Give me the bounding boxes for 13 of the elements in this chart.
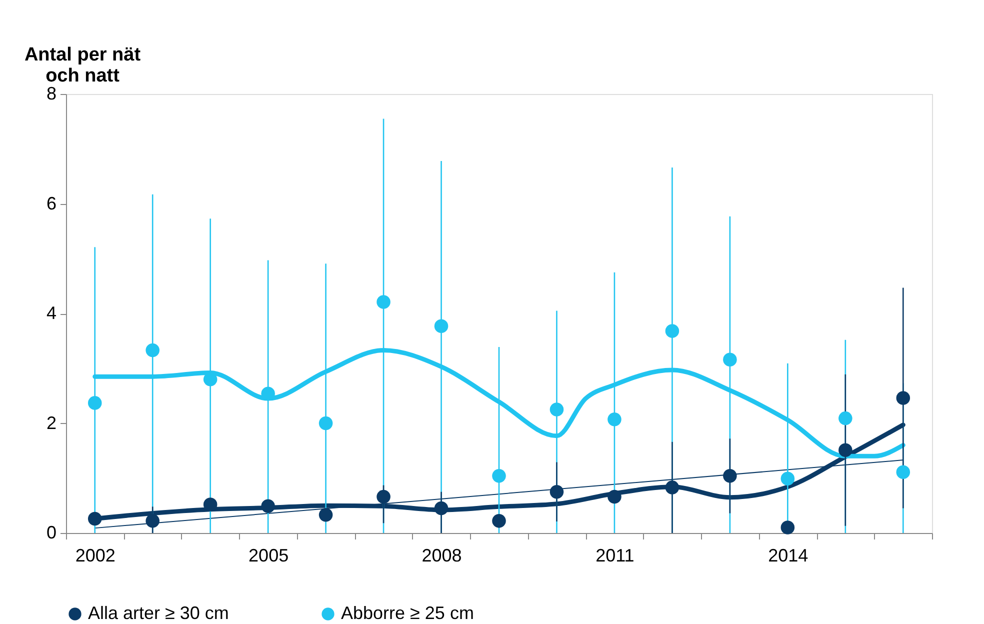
y-axis-title: Antal per nät och natt xyxy=(24,44,142,86)
x-tick-label: 2002 xyxy=(75,546,116,566)
x-tick-label: 2008 xyxy=(422,546,462,566)
y-tick-label: 4 xyxy=(46,303,56,323)
y-tick-label: 8 xyxy=(46,84,56,104)
y-tick-label: 6 xyxy=(46,193,56,214)
y-tick-label: 0 xyxy=(46,522,56,542)
legend-label: Abborre ≥ 25 cm xyxy=(341,603,474,623)
y-tick-label: 2 xyxy=(46,412,56,433)
x-tick-label: 2011 xyxy=(596,546,634,566)
legend-label: Alla arter ≥ 30 cm xyxy=(88,603,229,623)
x-tick-label: 2014 xyxy=(768,546,808,566)
x-tick-label: 2005 xyxy=(248,546,289,566)
